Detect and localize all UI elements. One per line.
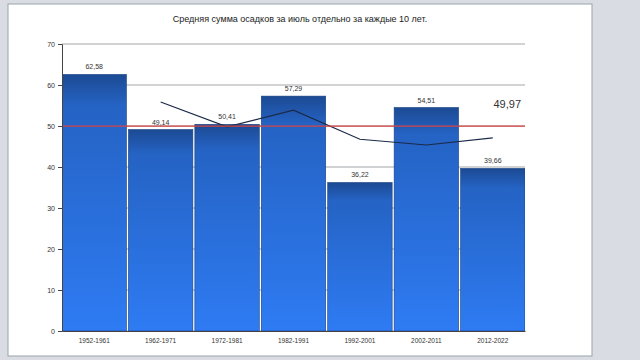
tick-mark [58,331,62,332]
bars [62,74,525,331]
line [161,102,493,145]
tick: 0 [51,328,62,335]
tick-mark [58,249,62,250]
axis-line [63,331,526,332]
tick-label: 1962-1971 [145,337,176,344]
tick-label: 30 [47,205,55,212]
bar [128,130,192,331]
tick-label: 10 [47,287,55,294]
tick: 2012-2022 [477,331,508,344]
data-label: 49,14 [152,119,170,126]
grid-line [62,126,525,127]
tick-mark [58,167,62,168]
tick: 2002-2011 [411,331,442,344]
tick: 70 [47,41,62,48]
tick-label: 1982-1991 [278,337,309,344]
tick-label: 0 [51,328,55,335]
mean-label: 49,97 [493,98,521,110]
tick-label: 40 [47,164,55,171]
bar [261,96,325,331]
x-axis: 1952-1961 1962-1971 1972-1981 1982-1991 1992… [63,331,526,344]
tick-label: 1992-2001 [344,337,375,344]
data-label: 36,22 [351,171,369,178]
data-label: 39,66 [484,157,502,164]
tick: 20 [47,246,62,253]
tick-mark [58,208,62,209]
tick-label: 1952-1961 [79,337,110,344]
chart-background [8,4,592,356]
data-label: 57,29 [285,85,303,92]
tick: 1952-1961 [79,331,110,344]
data-labels: 62,58 49,14 50,41 57,29 36,22 54,51 39,66 [85,63,501,178]
plot-area [62,74,525,331]
tick-mark [58,290,62,291]
tick: 1972-1981 [212,331,243,344]
tick-label: 50 [47,123,55,130]
tick-mark [58,126,62,127]
data-label: 54,51 [418,97,436,104]
tick-mark [58,85,62,86]
tick-mark [58,44,62,45]
bar [195,124,259,331]
grid-line [62,44,525,45]
tick: 30 [47,205,62,212]
tick-label: 2002-2011 [411,337,442,344]
tick: 40 [47,164,62,171]
tick: 1982-1991 [278,331,309,344]
tick-label: 1972-1981 [212,337,243,344]
grid [62,44,525,331]
tick: 60 [47,82,62,89]
title: Средняя сумма осадков за июль отдельно з… [173,14,427,24]
mean-line [62,126,525,127]
tick: 50 [47,123,62,130]
tick: 10 [47,287,62,294]
bar [328,182,392,331]
bar [62,74,126,331]
tick-label: 2012-2022 [477,337,508,344]
bar [394,108,458,331]
tick-label: 20 [47,246,55,253]
bar [461,168,525,331]
data-label: 50,41 [218,113,236,120]
tick: 1992-2001 [344,331,375,344]
axis-line [58,45,63,332]
tick-label: 70 [47,41,55,48]
tick-label: 60 [47,82,55,89]
y-axis: 0 10 20 30 40 50 60 70 [47,41,62,335]
tick: 1962-1971 [145,331,176,344]
data-label: 62,58 [85,63,103,70]
chart: Средняя сумма осадков за июль отдельно з… [0,0,640,360]
